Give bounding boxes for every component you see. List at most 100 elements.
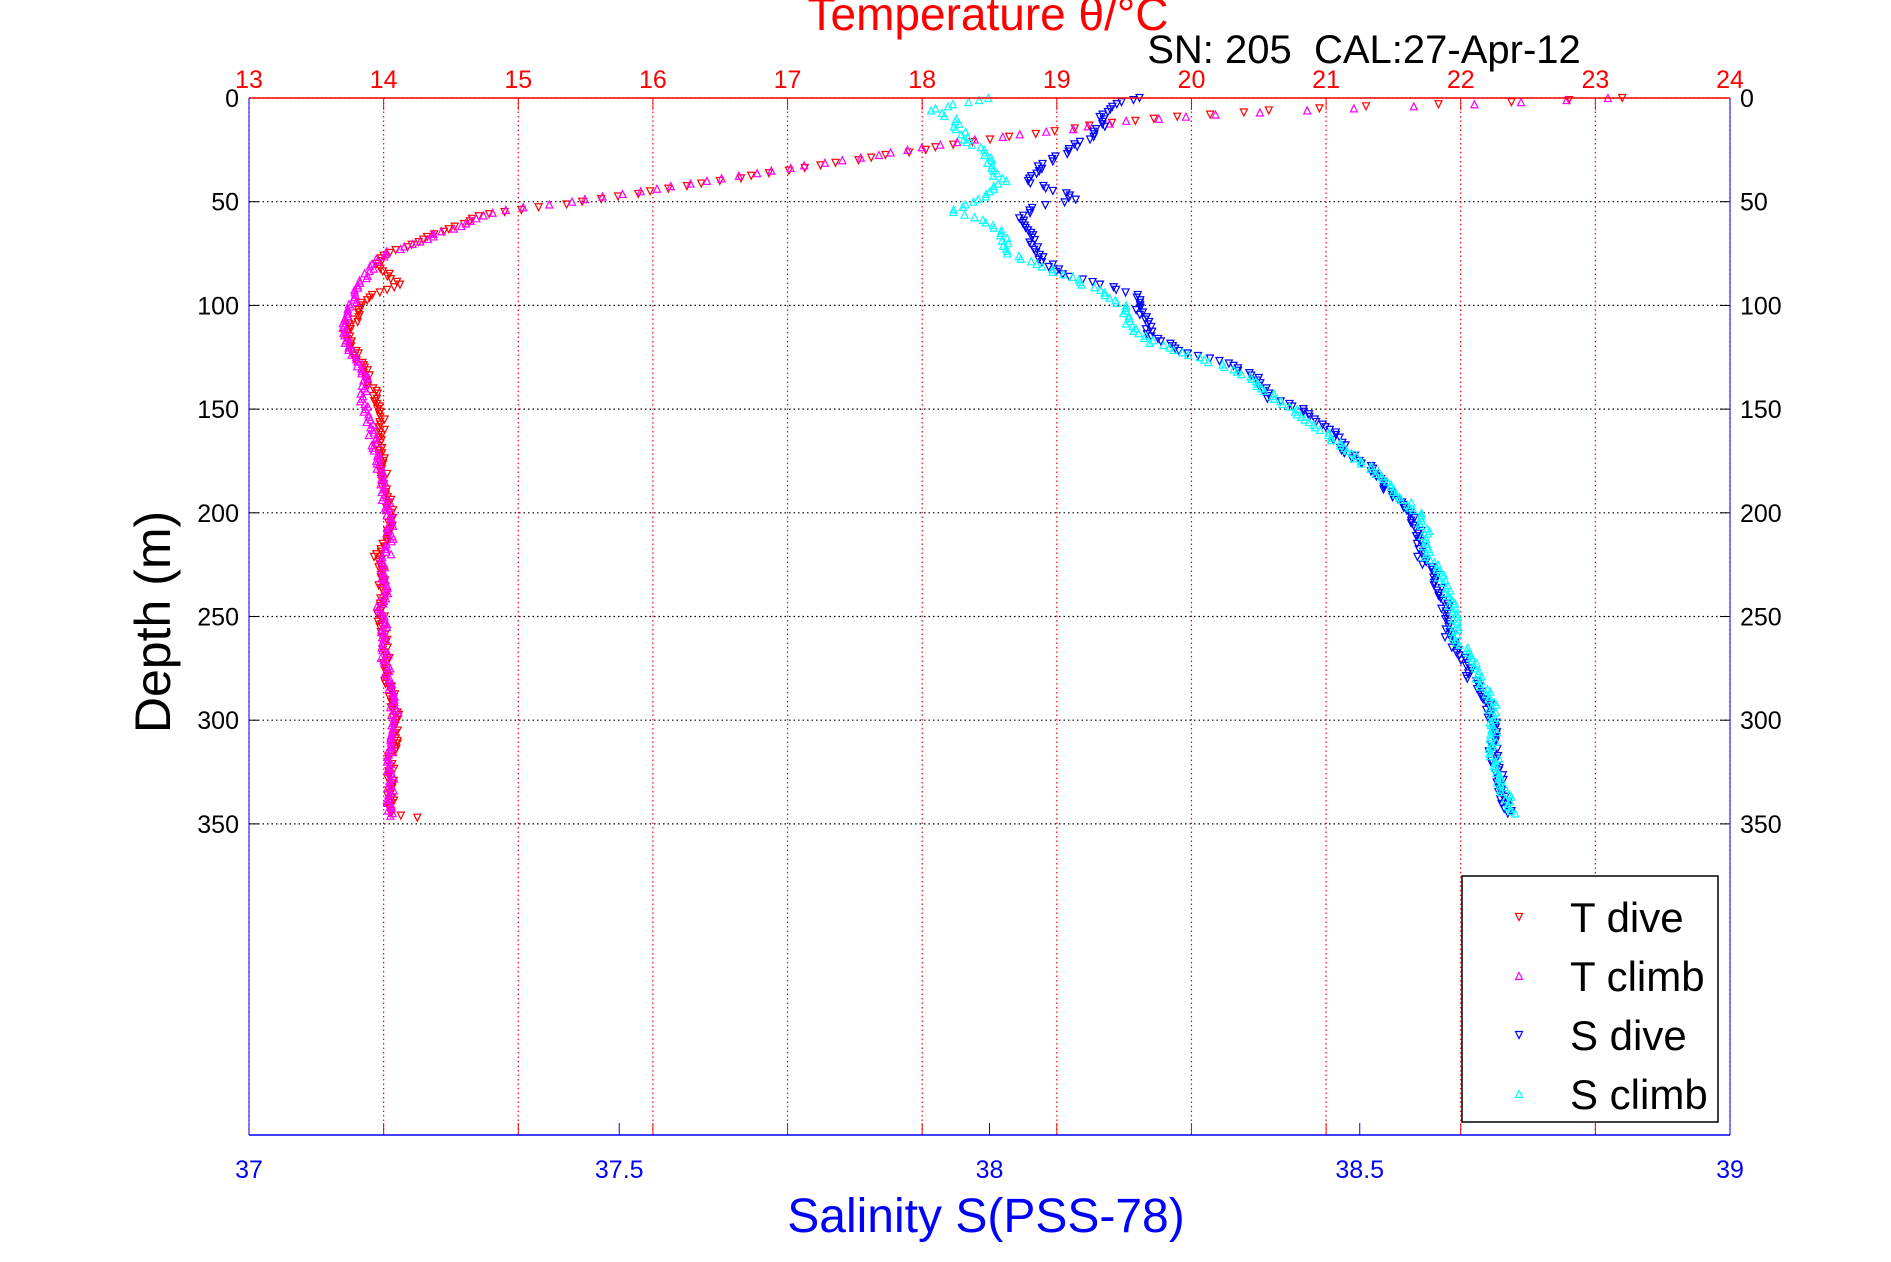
- data-point: [362, 386, 371, 396]
- data-point: [356, 303, 366, 313]
- data-point: [1084, 121, 1094, 131]
- data-point: [1499, 775, 1508, 785]
- data-point: [1025, 206, 1035, 216]
- data-point: [385, 248, 395, 258]
- data-point: [1410, 513, 1419, 523]
- data-point: [1419, 541, 1429, 551]
- data-point: [1474, 668, 1483, 678]
- data-point: [372, 405, 382, 414]
- data-point: [387, 800, 396, 810]
- data-point: [1134, 328, 1144, 338]
- data-point: [1112, 297, 1122, 307]
- data-point: [935, 139, 945, 149]
- data-point: [1296, 412, 1306, 421]
- data-point: [415, 236, 425, 246]
- temperature-tick-label: 13: [235, 66, 263, 94]
- legend-marker: [1514, 912, 1524, 922]
- data-point: [1379, 485, 1388, 495]
- data-point: [1503, 799, 1513, 809]
- data-point: [344, 342, 354, 352]
- data-point: [1025, 179, 1035, 189]
- data-point: [1031, 248, 1041, 258]
- data-point: [736, 174, 746, 184]
- y-tick-label-right: 0: [1740, 85, 1754, 113]
- data-point: [1177, 347, 1187, 357]
- data-point: [1034, 167, 1044, 177]
- data-point: [382, 622, 392, 631]
- data-point: [1497, 799, 1507, 809]
- data-point: [1417, 531, 1427, 541]
- data-point: [1379, 482, 1389, 492]
- data-point: [1444, 601, 1454, 611]
- data-point: [374, 433, 384, 443]
- data-point: [1146, 322, 1156, 332]
- data-point: [1264, 106, 1274, 116]
- data-point: [974, 95, 984, 105]
- y-tick-label-left: 50: [211, 189, 239, 217]
- data-point: [1219, 362, 1229, 372]
- data-point: [1451, 637, 1461, 647]
- data-point: [1477, 671, 1487, 681]
- data-point: [385, 269, 395, 279]
- data-point: [362, 296, 372, 306]
- data-point: [389, 785, 399, 795]
- y-tick-label-right: 350: [1740, 811, 1782, 839]
- data-point: [995, 230, 1005, 240]
- data-point: [970, 212, 980, 222]
- data-point: [1172, 112, 1182, 122]
- data-point: [1237, 369, 1246, 379]
- y-tick-label-right: 150: [1740, 396, 1782, 424]
- data-point: [1229, 364, 1239, 374]
- data-point: [1214, 356, 1224, 366]
- data-point: [1433, 572, 1443, 582]
- data-point: [752, 168, 762, 178]
- data-point: [1310, 422, 1320, 432]
- data-point: [363, 366, 373, 376]
- data-point: [766, 165, 776, 175]
- legend-item: S dive: [1514, 1012, 1687, 1059]
- y-tick-label-right: 250: [1740, 604, 1782, 632]
- data-point: [1405, 502, 1415, 512]
- data-point: [1491, 768, 1501, 777]
- data-point: [1061, 189, 1071, 199]
- data-point: [365, 293, 375, 303]
- data-point: [344, 345, 354, 354]
- data-point: [372, 437, 382, 447]
- data-point: [369, 427, 379, 437]
- y-tick-label-right: 50: [1740, 189, 1768, 217]
- data-point: [930, 103, 940, 113]
- data-point: [1462, 674, 1472, 684]
- data-point: [1441, 625, 1451, 635]
- data-point: [1060, 198, 1070, 208]
- data-point: [1033, 243, 1043, 253]
- data-point: [1410, 524, 1420, 534]
- data-point: [1095, 280, 1105, 290]
- data-point: [377, 487, 387, 497]
- data-point: [456, 221, 466, 231]
- data-point: [353, 306, 363, 315]
- data-point: [1396, 494, 1406, 504]
- data-point: [645, 187, 655, 197]
- data-point: [652, 183, 662, 193]
- data-point: [1232, 366, 1242, 376]
- data-point: [949, 204, 959, 214]
- data-point: [1378, 474, 1388, 484]
- data-point: [377, 430, 387, 440]
- data-point: [982, 157, 992, 167]
- data-point: [386, 513, 396, 523]
- data-point: [988, 170, 998, 180]
- data-point: [372, 609, 382, 619]
- data-point: [917, 142, 927, 152]
- data-point: [382, 798, 392, 808]
- data-point: [1169, 345, 1179, 355]
- data-point: [1048, 157, 1058, 167]
- data-point: [544, 199, 554, 209]
- data-point: [414, 238, 424, 247]
- data-point: [1318, 420, 1328, 430]
- data-point: [1447, 643, 1457, 653]
- data-point: [1475, 681, 1485, 691]
- y-tick-label-left: 250: [197, 604, 239, 632]
- data-point: [874, 150, 884, 160]
- data-point: [696, 179, 706, 189]
